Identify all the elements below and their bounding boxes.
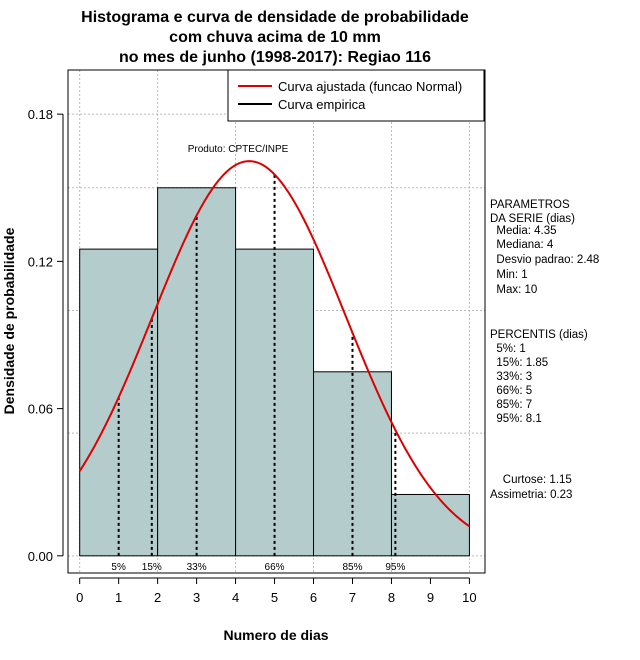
x-tick-label: 5 (271, 590, 278, 605)
legend-label-empirical: Curva empirica (278, 97, 366, 112)
param-line: Desvio padrao: 2.48 (490, 254, 599, 266)
legend: Curva ajustada (funcao Normal) Curva emp… (227, 69, 485, 122)
percentile-marker-label: 15% (142, 562, 162, 573)
param-line: Min: 1 (490, 269, 528, 281)
percentile-line: 5%: 1 (490, 343, 526, 355)
param-line: Max: 10 (490, 284, 537, 296)
y-tick-label: 0.00 (28, 549, 53, 564)
title-line-3: no mes de junho (1998-2017): Regiao 116 (119, 49, 431, 66)
credit-label: Produto: CPTEC/INPE (188, 144, 289, 155)
percentiles-panel: PERCENTIS (dias) 5%: 1 15%: 1.85 33%: 3 … (490, 329, 588, 425)
percentile-marker-label: 85% (342, 562, 362, 573)
x-tick-label: 7 (349, 590, 356, 605)
percentile-line: 85%: 7 (490, 399, 532, 411)
normal-curve (78, 160, 470, 528)
percentile-marker-label: 33% (187, 562, 207, 573)
legend-box (227, 69, 485, 122)
param-line: DA SERIE (dias) (490, 213, 575, 225)
y-axis-title: Densidade de probabilidade (1, 227, 17, 414)
x-axis: 0 1 2 3 4 5 6 7 8 9 10 (76, 577, 477, 605)
param-line: Mediana: 4 (490, 239, 554, 251)
title-line-1: Histograma e curva de densidade de proba… (81, 9, 469, 26)
percentile-marker-label: 5% (111, 562, 126, 573)
x-tick-label: 0 (76, 590, 83, 605)
percentile-marker-label: 95% (385, 562, 405, 573)
parameters-panel: PARAMETROS DA SERIE (dias) Media: 4.35 M… (490, 199, 599, 296)
histogram-bar (79, 248, 159, 557)
y-tick-label: 0.12 (28, 254, 53, 269)
legend-label-normal: Curva ajustada (funcao Normal) (278, 79, 462, 94)
x-tick-label: 2 (154, 590, 161, 605)
x-axis-title: Numero de dias (223, 627, 328, 643)
percentile-line: 95%: 8.1 (490, 413, 542, 425)
chart-title: Histograma e curva de densidade de proba… (81, 9, 469, 66)
percentile-marker-label: 66% (265, 562, 285, 573)
x-tick-label: 6 (310, 590, 317, 605)
x-tick-label: 1 (115, 590, 122, 605)
percentile-line: 15%: 1.85 (490, 357, 548, 369)
kurtosis-label: Curtose: 1.15 (490, 474, 572, 486)
param-line: Media: 4.35 (490, 225, 556, 237)
percentile-line: 33%: 3 (490, 371, 532, 383)
x-tick-label: 4 (232, 590, 239, 605)
skewness-label: Assimetria: 0.23 (490, 489, 572, 501)
title-line-2: com chuva acima de 10 mm (169, 29, 381, 46)
x-tick-label: 8 (388, 590, 395, 605)
y-tick-label: 0.06 (28, 402, 53, 417)
param-line: PARAMETROS (490, 199, 570, 211)
x-tick-label: 3 (193, 590, 200, 605)
x-tick-label: 9 (427, 590, 434, 605)
shape-stats-panel: Curtose: 1.15 Assimetria: 0.23 (490, 474, 572, 501)
percentile-markers: 5% 15% 33% 66% 85% 95% (111, 174, 405, 573)
histogram-bars (79, 187, 470, 557)
percentile-line: 66%: 5 (490, 385, 532, 397)
normal-curve-line (78, 160, 470, 528)
y-axis: 0.00 0.06 0.12 0.18 (28, 107, 64, 564)
histogram-bar (390, 493, 470, 557)
y-tick-label: 0.18 (28, 107, 53, 122)
percentile-line: PERCENTIS (dias) (490, 329, 588, 341)
histogram-bar (235, 248, 315, 557)
x-tick-label: 10 (462, 590, 476, 605)
